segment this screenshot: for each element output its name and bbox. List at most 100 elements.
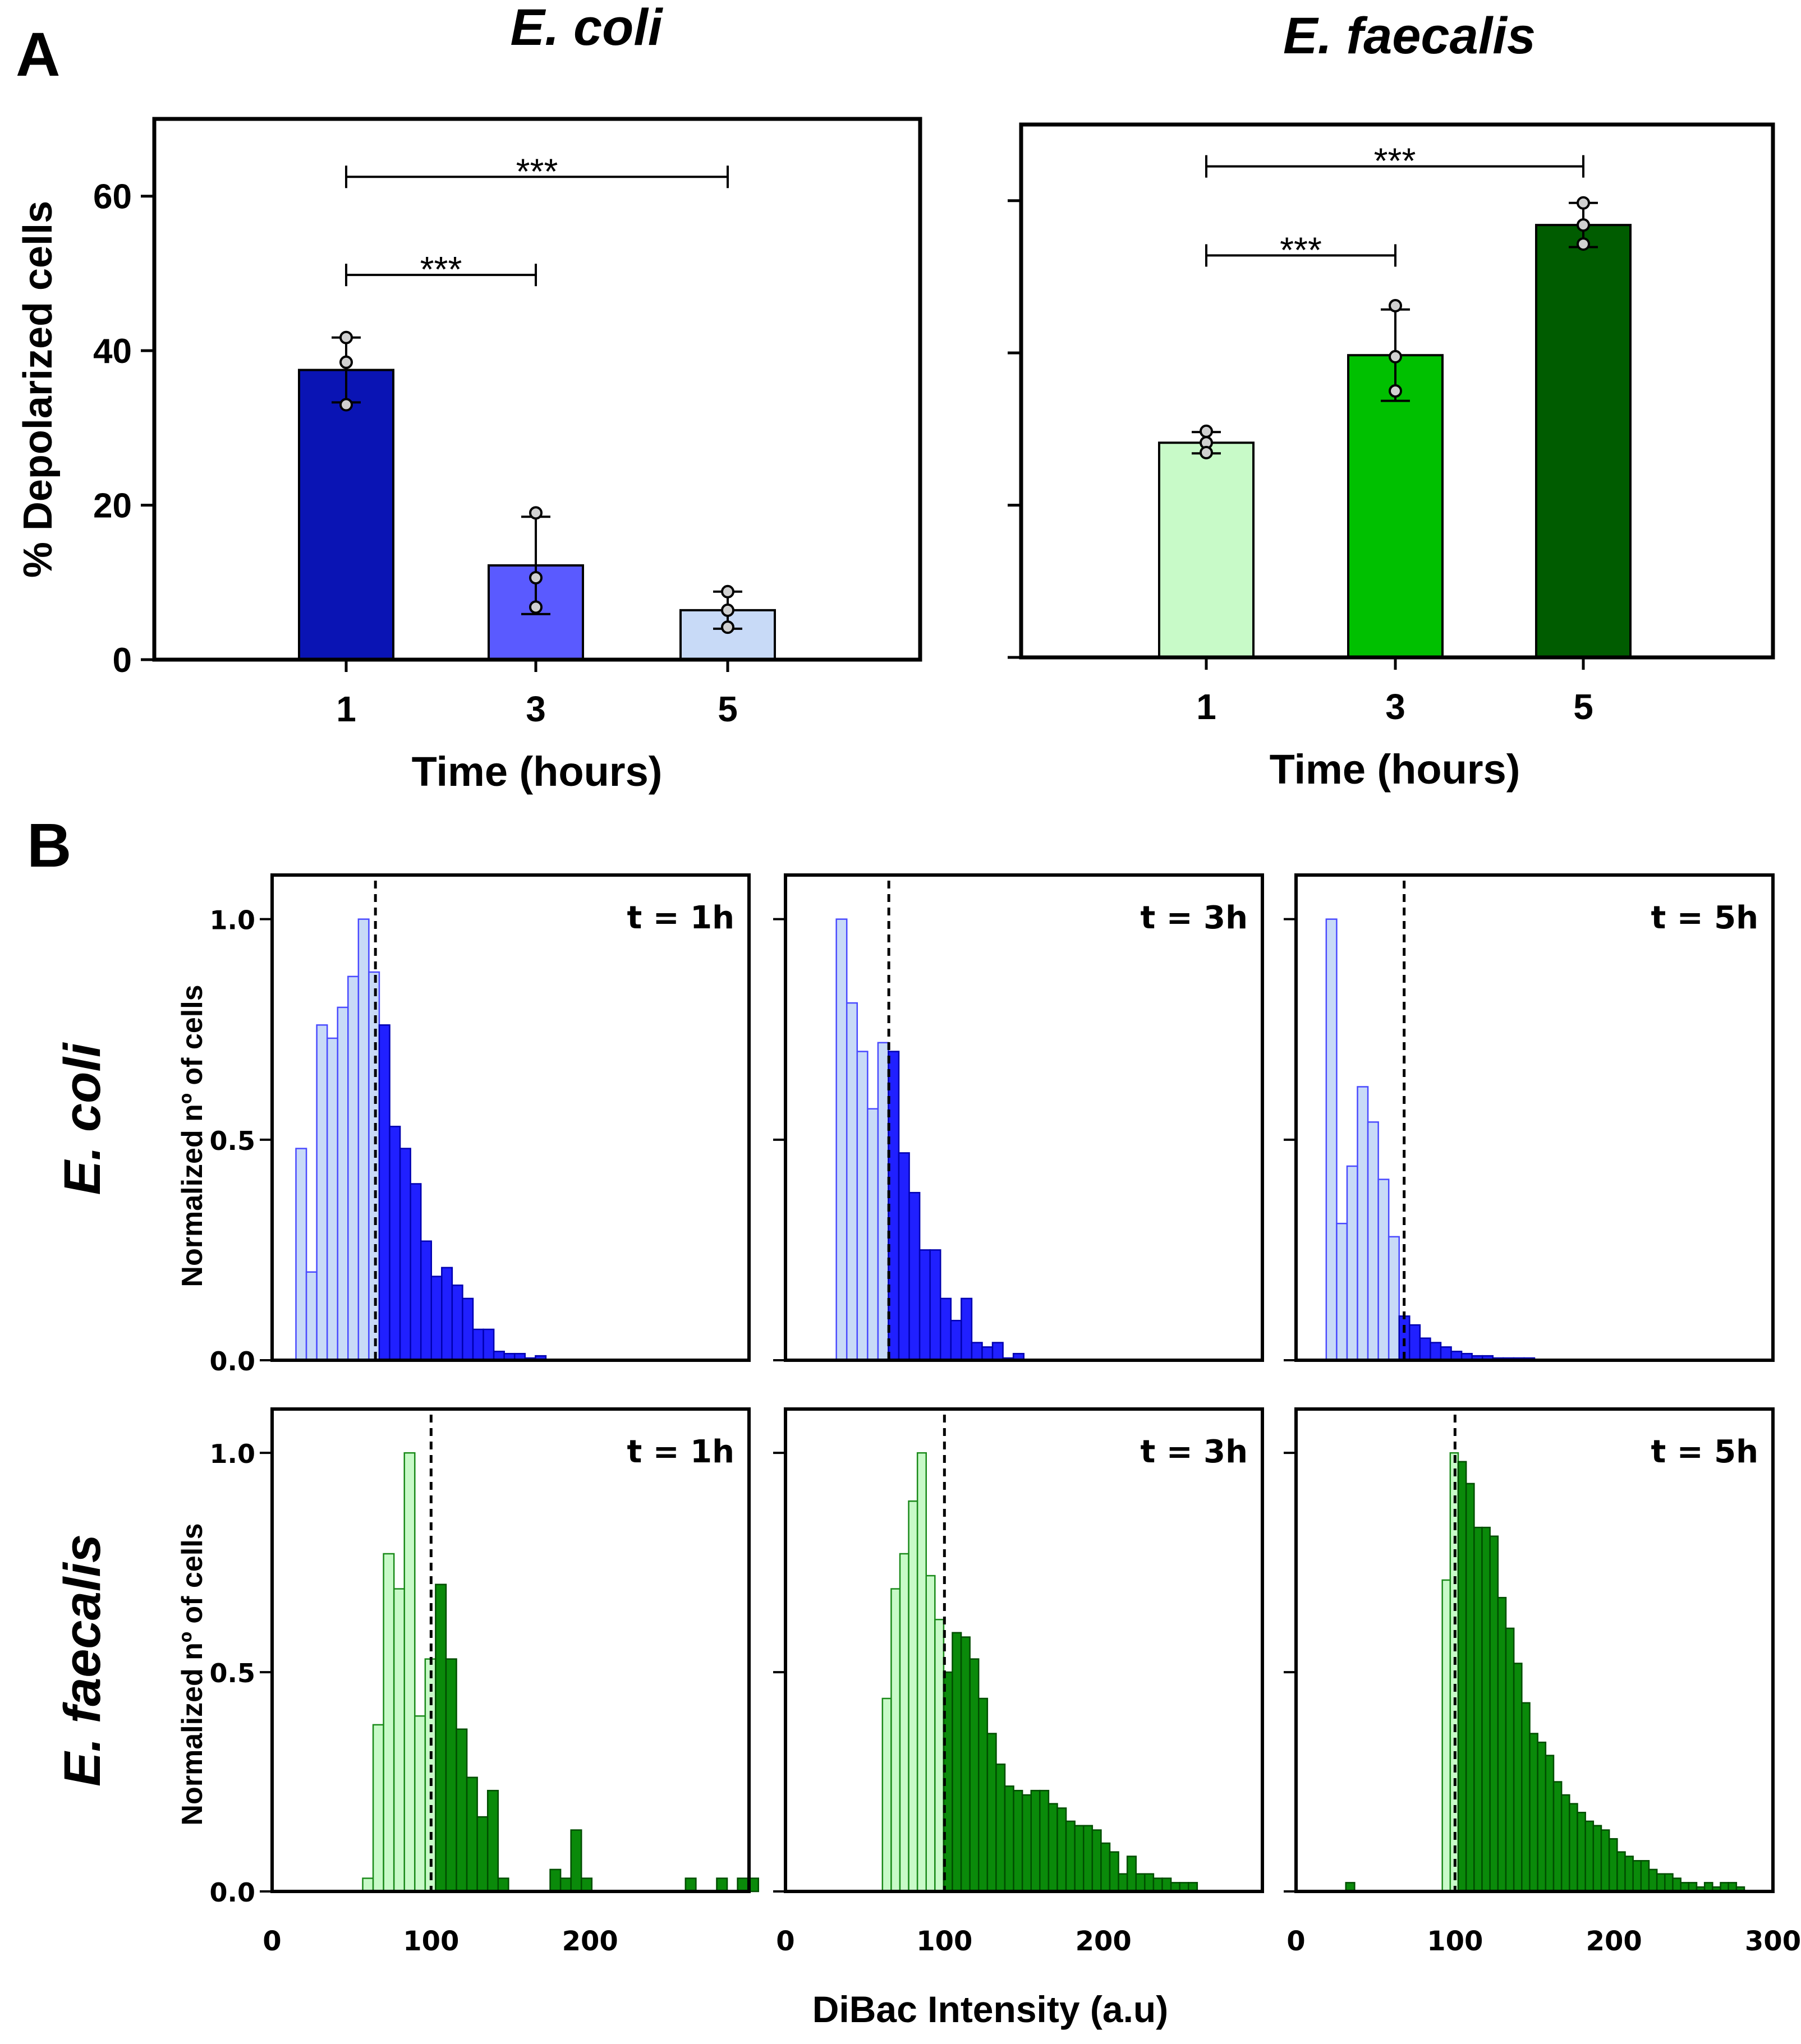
histogram-bin [1672, 1877, 1681, 1893]
data-point [1389, 299, 1402, 312]
histogram-bin [1624, 1856, 1634, 1893]
histogram-bin [1021, 1794, 1032, 1893]
histogram-bin [295, 1148, 307, 1361]
histogram-bin [1513, 1663, 1523, 1893]
histogram-bin [1118, 1873, 1128, 1893]
bar [1347, 354, 1444, 659]
histogram-bin [1336, 1222, 1348, 1361]
time-label: t = 1h [627, 900, 734, 936]
data-point [529, 600, 543, 614]
histogram-bin [393, 1588, 405, 1893]
bar-chart-efaecalis: 1 3 5 *** *** Time (hours) [1008, 122, 1775, 793]
x-tick-label: 200 [562, 1926, 618, 1957]
histogram-bin [1616, 1851, 1626, 1893]
histogram-bin [456, 1728, 468, 1893]
significance-label: *** [420, 249, 462, 289]
data-point [721, 603, 734, 617]
histogram-bin [1577, 1812, 1586, 1893]
y-tick-label: 0.5 [210, 1126, 256, 1156]
histogram-bin [1664, 1873, 1674, 1893]
chart-title-ecoli: E. coli [511, 0, 664, 56]
histogram-bin [372, 1724, 384, 1893]
histogram-bin [952, 1632, 962, 1893]
histogram-bin [1521, 1702, 1531, 1893]
time-label: t = 3h [1140, 1434, 1248, 1470]
histogram-bin [1030, 1789, 1041, 1893]
histogram-bin [1091, 1829, 1102, 1893]
data-point [1389, 349, 1402, 363]
y-axis-label: % Depolarized cells [16, 201, 61, 578]
data-point [1577, 196, 1590, 210]
histogram-efaecalis-3h: t = 3h 0 100 200 [773, 1407, 1356, 1957]
histogram-bin [1100, 1842, 1111, 1893]
histogram-bin [1608, 1838, 1618, 1893]
chart-title-efaecalis: E. faecalis [1283, 7, 1536, 65]
histogram-bin [580, 1877, 593, 1893]
histogram-bin [347, 975, 360, 1361]
histogram-bin [991, 1342, 1004, 1361]
data-point [529, 506, 543, 520]
x-axis-label: Time (hours) [1270, 746, 1520, 793]
histogram-ecoli-1h: t = 1h 0.0 0.5 1.0 [210, 873, 751, 1377]
histogram-bin [389, 1125, 401, 1361]
histogram-bin [835, 918, 848, 1361]
histogram-bin [316, 1024, 328, 1361]
histogram-bin [1013, 1789, 1023, 1893]
histogram-bin [1648, 1868, 1658, 1893]
histogram-bin [1109, 1851, 1119, 1893]
histogram-bin [960, 1636, 971, 1893]
histogram-bin [1632, 1860, 1642, 1893]
bar [298, 369, 394, 661]
x-axis-label: Time (hours) [412, 748, 663, 795]
data-point [339, 398, 353, 412]
histogram-bin [410, 1183, 422, 1361]
histogram-bin [466, 1776, 478, 1893]
histogram-bin [559, 1877, 572, 1893]
histogram-bin [898, 1152, 910, 1361]
histogram-bin [1135, 1873, 1146, 1893]
y-axis-label-ecoli-row: Normalized nº of cells [176, 984, 209, 1287]
histogram-bin [908, 1500, 918, 1893]
y-axis-label-efaecalis-row: Normalized nº of cells [176, 1523, 209, 1825]
histogram-bin [337, 1006, 349, 1361]
x-tick-label: 5 [1573, 687, 1593, 727]
histogram-bin [1440, 1346, 1452, 1361]
histogram-bin [971, 1342, 983, 1361]
y-tick-label: 40 [93, 332, 132, 371]
x-tick-label: 300 [1745, 1926, 1801, 1957]
histogram-bin [435, 1583, 447, 1893]
histogram-bin [1367, 1121, 1379, 1361]
histogram-bin [1144, 1873, 1155, 1893]
data-point [339, 330, 353, 344]
x-axis-label-panel-b: DiBac Intensity (a.u) [812, 1988, 1168, 2030]
histogram-bin [1552, 1781, 1563, 1893]
plot-frame [784, 1407, 1264, 1893]
panel-a-label: A [16, 20, 60, 89]
histogram-bin [326, 1037, 338, 1361]
x-tick-label: 3 [526, 689, 546, 729]
histogram-bin [1473, 1526, 1483, 1893]
histogram-bin [877, 1042, 889, 1361]
histogram-bin [1584, 1820, 1595, 1893]
histogram-bin [1640, 1860, 1650, 1893]
histogram-bin [916, 1452, 927, 1893]
histogram-bin [430, 1276, 443, 1361]
x-tick-label: 1 [336, 689, 356, 729]
histogram-ecoli-5h: t = 5h [1284, 873, 1775, 1362]
histogram-bin [1377, 1178, 1390, 1361]
histogram-bin [1465, 1483, 1475, 1893]
histogram-bin [403, 1452, 416, 1893]
y-tick-label: 0 [113, 641, 132, 680]
histogram-bin [918, 1249, 931, 1361]
histogram-bin [414, 1715, 426, 1893]
histogram-efaecalis-1h: t = 1h 0.0 0.5 1.0 0 100 200 [210, 1407, 759, 1957]
x-tick-label: 0 [263, 1926, 281, 1957]
y-tick-label: 0.0 [210, 1346, 256, 1377]
histogram-bin [986, 1733, 997, 1893]
histogram-bin [1126, 1856, 1137, 1893]
x-tick-label: 5 [718, 689, 738, 729]
histogram-bin [1074, 1825, 1085, 1893]
histogram-bin [472, 1328, 484, 1361]
plot-frame [1019, 122, 1775, 660]
